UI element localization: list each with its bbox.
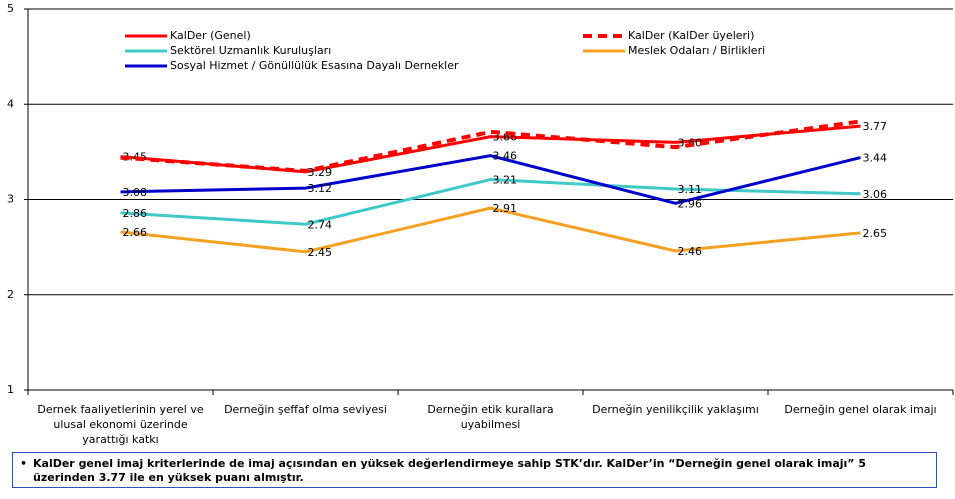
- legend-label: KalDer (Genel): [170, 29, 251, 42]
- data-label: 3.44: [863, 152, 888, 165]
- x-tick-label: Dernek faaliyetlerinin yerel ve ulusal e…: [37, 403, 204, 446]
- data-label: 3.77: [863, 120, 888, 133]
- legend-label: Sosyal Hizmet / Gönüllülük Esasına Dayal…: [170, 59, 459, 72]
- data-label: 3.06: [863, 188, 888, 201]
- data-label: 2.74: [308, 218, 333, 231]
- data-label: 3.11: [678, 183, 703, 196]
- legend-label: Meslek Odaları / Birlikleri: [628, 44, 765, 57]
- series-line: [120, 206, 861, 254]
- data-label: 3.08: [123, 186, 148, 199]
- data-label: 2.96: [678, 197, 703, 210]
- note: KalDer genel imaj kriterlerinde de imaj …: [12, 452, 937, 488]
- data-label: 2.91: [493, 202, 518, 215]
- data-label: 3.29: [308, 166, 333, 179]
- series-line: [120, 154, 861, 205]
- data-label: 3.12: [308, 182, 333, 195]
- legend-label: Sektörel Uzmanlık Kuruluşları: [170, 44, 331, 57]
- data-label: 2.65: [863, 227, 888, 240]
- data-label: 3.60: [678, 136, 703, 149]
- data-label: 2.66: [123, 226, 148, 239]
- data-label: 2.86: [123, 207, 148, 220]
- y-tick-label: 2: [7, 288, 14, 301]
- data-label: 2.46: [678, 245, 703, 258]
- series-line: [120, 177, 861, 226]
- data-label: 3.21: [493, 173, 518, 186]
- legend-label: KalDer (KalDer üyeleri): [628, 29, 754, 42]
- data-label: 3.46: [493, 150, 518, 163]
- x-tick-label: Derneğin genel olarak imajı: [784, 403, 937, 416]
- x-tick-label: Derneğin şeffaf olma seviyesi: [224, 403, 387, 416]
- data-label: 2.45: [308, 246, 333, 259]
- series-line: [120, 119, 861, 173]
- x-tick-label: Derneğin yenilikçilik yaklaşımı: [592, 403, 759, 416]
- x-tick-label: Derneğin etik kurallara uyabilmesi: [427, 403, 554, 431]
- y-tick-label: 3: [7, 193, 14, 206]
- y-tick-label: 5: [7, 2, 14, 15]
- y-tick-label: 1: [7, 383, 14, 396]
- y-tick-label: 4: [7, 97, 14, 110]
